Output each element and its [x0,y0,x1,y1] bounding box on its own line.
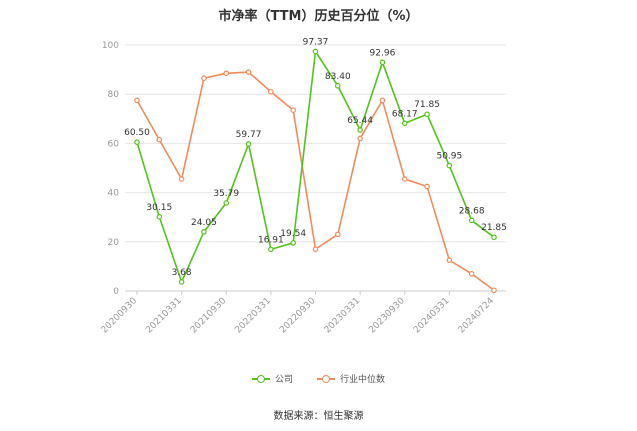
data-label: 35.79 [213,189,239,199]
y-tick-label: 60 [108,139,120,149]
data-point [156,136,163,143]
data-label: 3.68 [172,268,192,278]
data-point [491,234,497,241]
x-tick-label: 20210331 [144,296,183,335]
legend-swatch-industry-median [317,374,335,384]
data-point [223,200,230,206]
data-label: 50.95 [436,152,462,162]
data-point [357,127,363,133]
x-axis: 20200930 20210331 20210930 20220331 20220930… [100,290,506,336]
y-tick-label: 0 [113,287,119,297]
y-tick-label: 80 [108,90,120,100]
data-label: 24.05 [191,218,217,228]
legend-swatch-company [251,374,270,384]
data-point [424,111,430,118]
data-label: 60.50 [124,128,150,138]
data-point [201,229,207,235]
data-point [335,231,341,238]
data-point [290,240,296,246]
data-point [468,217,475,224]
x-tick-label: 20220930 [278,296,318,336]
data-label: 97.37 [303,37,329,47]
legend-label-company: 公司 [274,375,293,385]
x-tick-label: 20220331 [234,296,273,335]
data-point [223,70,230,77]
data-label: 30.15 [146,203,172,213]
data-label: 83.40 [325,72,351,82]
x-tick-label: 20240724 [457,296,497,336]
data-point [290,107,296,113]
data-point [178,279,185,285]
y-tick-label: 20 [108,238,120,248]
data-point [268,88,274,95]
legend-item-company[interactable]: 公司 [251,372,293,385]
data-point [156,214,163,220]
legend-label-industry-median: 行业中位数 [340,375,386,385]
data-point [245,141,252,147]
data-point [357,135,363,142]
data-point [312,246,319,252]
data-point [245,69,252,75]
legend-item-industry-median[interactable]: 行业中位数 [317,372,385,385]
y-tick-label: 100 [102,41,119,51]
data-label: 19.54 [280,229,306,239]
data-point [401,120,408,127]
chart-title: 市净率（TTM）历史百分位（%） [218,9,419,24]
source-note: 数据来源：恒生聚源 [273,411,364,422]
data-point [312,48,319,55]
data-point [379,97,386,104]
data-label: 92.96 [370,48,396,58]
data-point [178,176,185,182]
x-tick-label: 20230930 [367,296,407,336]
data-point [491,287,497,294]
data-point [401,176,408,182]
data-point [446,257,453,264]
data-point [201,75,207,82]
data-point [446,162,453,169]
data-label: 65.44 [347,116,373,126]
data-label: 28.68 [459,206,485,216]
data-label: 59.77 [236,130,262,140]
data-label: 21.85 [481,223,507,233]
y-axis-ticks: 0 20 40 60 80 100 [102,41,119,297]
data-label: 68.17 [392,109,418,119]
data-point [268,246,274,253]
data-point [379,59,386,66]
x-tick-label: 20230331 [323,296,362,335]
data-point [424,183,430,190]
data-point [468,270,475,277]
data-point [134,97,140,104]
legend: 公司 行业中位数 [0,372,637,385]
series-line-1 [136,71,495,291]
x-tick-label: 20210930 [189,296,229,336]
x-tick-label: 20240331 [412,296,451,335]
y-tick-label: 40 [108,189,120,199]
series-layer [134,48,497,294]
data-label: 16.91 [258,235,284,245]
x-tick-label: 20200930 [100,296,140,336]
data-point [134,139,140,145]
data-label: 71.85 [414,100,440,110]
data-point [335,83,341,89]
